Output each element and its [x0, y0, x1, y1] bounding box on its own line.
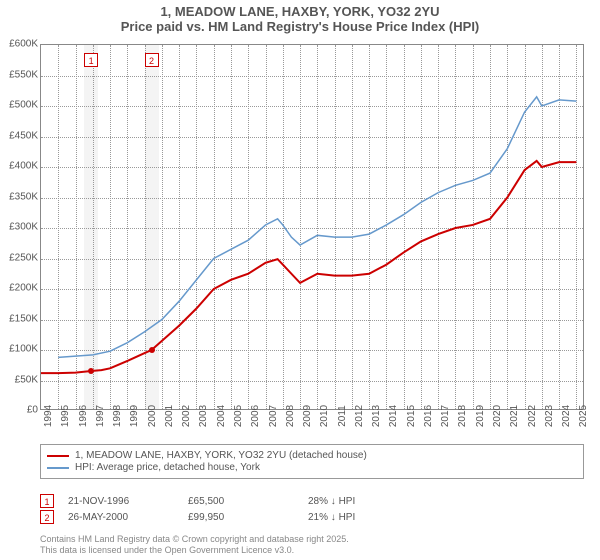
sale-date-1: 21-NOV-1996: [68, 496, 188, 507]
sale-row-2: 2 26-MAY-2000 £99,950 21% ↓ HPI: [40, 510, 355, 524]
plot-area: 12: [40, 44, 584, 410]
xtick-label: 1997: [95, 405, 106, 427]
sales-table: 1 21-NOV-1996 £65,500 28% ↓ HPI 2 26-MAY…: [40, 492, 355, 526]
xtick-label: 2011: [337, 405, 348, 427]
legend-swatch-hpi: [47, 467, 69, 469]
legend-item-property: 1, MEADOW LANE, HAXBY, YORK, YO32 2YU (d…: [47, 450, 577, 461]
xtick-label: 2008: [285, 405, 296, 427]
xtick-label: 2016: [423, 405, 434, 427]
xtick-label: 2015: [406, 405, 417, 427]
ytick-label: £0: [27, 405, 38, 416]
ytick-label: £500K: [9, 100, 38, 111]
xtick-label: 2012: [354, 405, 365, 427]
xtick-label: 2021: [509, 405, 520, 427]
xtick-label: 2004: [216, 405, 227, 427]
xtick-label: 2010: [319, 405, 330, 427]
series-hpi: [58, 97, 576, 357]
xtick-label: 2006: [250, 405, 261, 427]
sale-marker-1: 1: [40, 494, 54, 508]
legend-swatch-property: [47, 455, 69, 457]
footer-line2: This data is licensed under the Open Gov…: [40, 545, 349, 556]
sale-row-1: 1 21-NOV-1996 £65,500 28% ↓ HPI: [40, 494, 355, 508]
legend-label-hpi: HPI: Average price, detached house, York: [75, 462, 260, 473]
ytick-label: £450K: [9, 130, 38, 141]
sale-delta-1: 28% ↓ HPI: [308, 496, 355, 507]
xtick-label: 2019: [475, 405, 486, 427]
chart-title-line1: 1, MEADOW LANE, HAXBY, YORK, YO32 2YU: [0, 0, 600, 19]
legend-label-property: 1, MEADOW LANE, HAXBY, YORK, YO32 2YU (d…: [75, 450, 367, 461]
xtick-label: 2023: [544, 405, 555, 427]
xtick-label: 2025: [578, 405, 589, 427]
chart-container: 1, MEADOW LANE, HAXBY, YORK, YO32 2YU Pr…: [0, 0, 600, 560]
series-property: [41, 161, 576, 373]
xtick-label: 1999: [129, 405, 140, 427]
callout-1: 1: [84, 53, 98, 67]
xtick-label: 1994: [43, 405, 54, 427]
xtick-label: 2018: [457, 405, 468, 427]
ytick-label: £50K: [15, 374, 38, 385]
sale-marker-icon: [149, 347, 155, 353]
xtick-label: 2007: [268, 405, 279, 427]
xtick-label: 2001: [164, 405, 175, 427]
footer-line1: Contains HM Land Registry data © Crown c…: [40, 534, 349, 545]
xtick-label: 2022: [527, 405, 538, 427]
xtick-label: 1995: [60, 405, 71, 427]
xtick-label: 2020: [492, 405, 503, 427]
ytick-label: £150K: [9, 313, 38, 324]
xtick-label: 1998: [112, 405, 123, 427]
sale-date-2: 26-MAY-2000: [68, 512, 188, 523]
xtick-label: 2013: [371, 405, 382, 427]
ytick-label: £400K: [9, 161, 38, 172]
xtick-label: 2003: [198, 405, 209, 427]
xtick-label: 2000: [147, 405, 158, 427]
callout-2: 2: [145, 53, 159, 67]
xtick-label: 2002: [181, 405, 192, 427]
ytick-label: £200K: [9, 283, 38, 294]
sale-marker-2: 2: [40, 510, 54, 524]
ytick-label: £300K: [9, 222, 38, 233]
xtick-label: 2017: [440, 405, 451, 427]
legend-box: 1, MEADOW LANE, HAXBY, YORK, YO32 2YU (d…: [40, 444, 584, 479]
ytick-label: £100K: [9, 344, 38, 355]
xtick-label: 2009: [302, 405, 313, 427]
sale-price-1: £65,500: [188, 496, 308, 507]
ytick-label: £250K: [9, 252, 38, 263]
footer-attribution: Contains HM Land Registry data © Crown c…: [40, 534, 349, 556]
xtick-label: 1996: [78, 405, 89, 427]
sale-price-2: £99,950: [188, 512, 308, 523]
chart-title-line2: Price paid vs. HM Land Registry's House …: [0, 19, 600, 34]
series-svg: [41, 45, 585, 411]
xtick-label: 2024: [561, 405, 572, 427]
ytick-label: £600K: [9, 39, 38, 50]
legend-item-hpi: HPI: Average price, detached house, York: [47, 462, 577, 473]
xtick-label: 2005: [233, 405, 244, 427]
xtick-label: 2014: [388, 405, 399, 427]
ytick-label: £350K: [9, 191, 38, 202]
sale-delta-2: 21% ↓ HPI: [308, 512, 355, 523]
ytick-label: £550K: [9, 69, 38, 80]
sale-marker-icon: [88, 368, 94, 374]
